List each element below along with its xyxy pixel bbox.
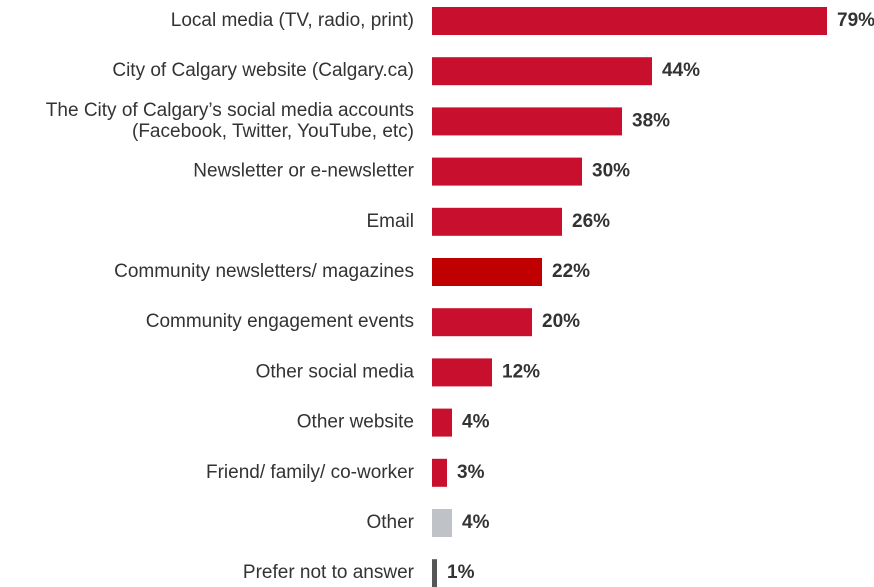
bar (432, 107, 622, 136)
value-label: 12% (502, 361, 540, 382)
category-label-line: Other social media (256, 361, 415, 382)
bar (432, 7, 827, 35)
category-label: The City of Calgary’s social media accou… (46, 100, 414, 142)
category-label: Email (366, 211, 414, 232)
category-label-line: Email (366, 211, 414, 232)
category-label: Other social media (256, 361, 415, 382)
category-label: Prefer not to answer (243, 562, 415, 583)
value-label: 26% (572, 211, 610, 232)
category-label-line: (Facebook, Twitter, YouTube, etc) (132, 121, 414, 142)
bar (432, 358, 492, 387)
bar (432, 458, 447, 487)
bar (432, 57, 652, 86)
category-label-line: Prefer not to answer (243, 562, 415, 583)
category-label: Newsletter or e-newsletter (193, 161, 414, 182)
category-label-line: Community engagement events (146, 311, 414, 332)
value-label: 79% (837, 10, 874, 31)
category-label-line: Other (366, 512, 414, 533)
category-label: Community engagement events (146, 311, 414, 332)
value-label: 3% (457, 462, 485, 483)
bar (432, 559, 437, 587)
bar (432, 408, 452, 437)
category-label-line: Newsletter or e-newsletter (193, 161, 414, 182)
bar (432, 258, 542, 286)
value-label: 20% (542, 311, 580, 332)
category-label: City of Calgary website (Calgary.ca) (112, 60, 414, 81)
value-label: 1% (447, 562, 475, 583)
value-label: 4% (462, 412, 490, 433)
bar (432, 157, 582, 186)
category-label: Other (366, 512, 414, 533)
category-label-line: The City of Calgary’s social media accou… (46, 100, 414, 121)
category-label-line: Other website (297, 412, 414, 433)
value-label: 22% (552, 261, 590, 282)
category-label-line: Community newsletters/ magazines (114, 261, 414, 282)
bar (432, 308, 532, 337)
category-label: Friend/ family/ co-worker (206, 462, 415, 483)
category-label: Local media (TV, radio, print) (171, 10, 414, 31)
value-label: 38% (632, 110, 670, 131)
category-label: Other website (297, 412, 414, 433)
category-label: Community newsletters/ magazines (114, 261, 414, 282)
value-label: 44% (662, 60, 700, 81)
category-label-line: Friend/ family/ co-worker (206, 462, 415, 483)
bar (432, 207, 562, 236)
bar (432, 509, 452, 537)
category-label-line: Local media (TV, radio, print) (171, 10, 414, 31)
category-label-line: City of Calgary website (Calgary.ca) (112, 60, 414, 81)
value-label: 30% (592, 161, 630, 182)
value-label: 4% (462, 512, 490, 533)
